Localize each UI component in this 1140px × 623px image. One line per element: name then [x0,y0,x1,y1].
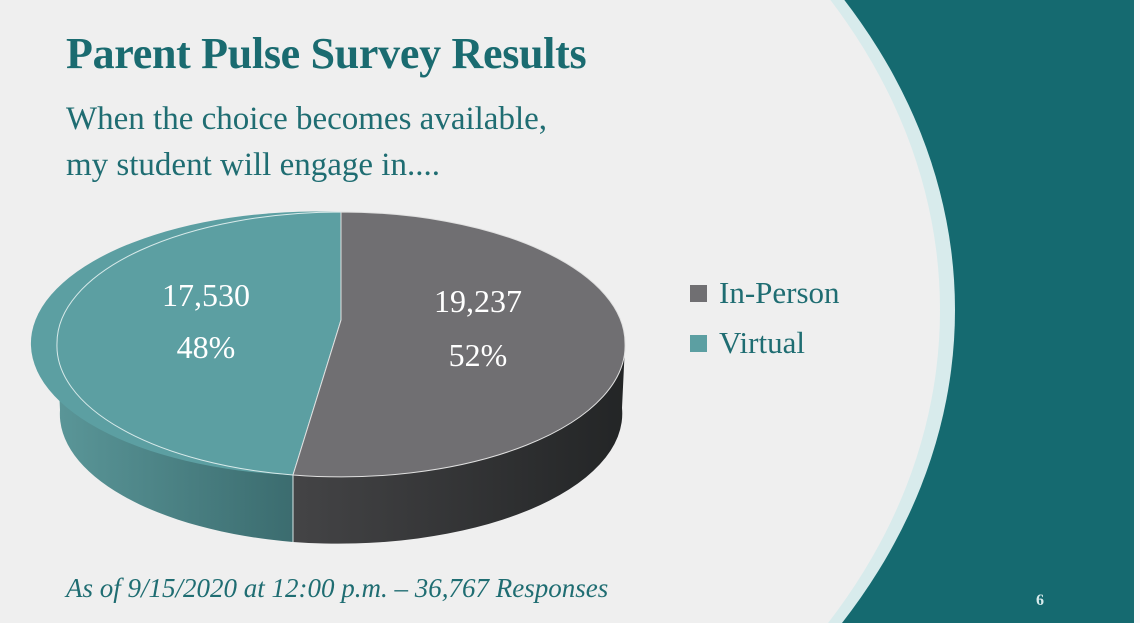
in-person-slice-side [293,345,626,544]
window-edge [1134,0,1140,623]
in-person-slice [292,211,626,478]
virtual-pct-label: 48% [177,329,236,365]
subtitle-line-1: When the choice becomes available, [66,101,548,137]
legend-item-in-person: In-Person [690,268,840,318]
legend-item-virtual: Virtual [690,318,840,368]
slide-subtitle: When the choice becomes available, my st… [66,96,547,188]
responses-footnote: As of 9/15/2020 at 12:00 p.m. – 36,767 R… [66,573,609,603]
chart-legend: In-Person Virtual [690,268,840,368]
virtual-slice-side [56,345,293,542]
subtitle-line-2: my student will engage in.... [66,147,440,183]
in-person-swatch-icon [690,284,707,302]
in-person-pct-label: 52% [449,337,508,373]
page-number: 6 [1036,592,1044,609]
slide-title: Parent Pulse Survey Results [66,29,587,78]
legend-label: In-Person [719,275,840,310]
legend-label: Virtual [719,325,805,360]
virtual-swatch-icon [690,334,707,352]
in-person-count-label: 19,237 [434,283,522,319]
virtual-count-label: 17,530 [162,277,250,313]
virtual-slice-top [56,211,342,476]
